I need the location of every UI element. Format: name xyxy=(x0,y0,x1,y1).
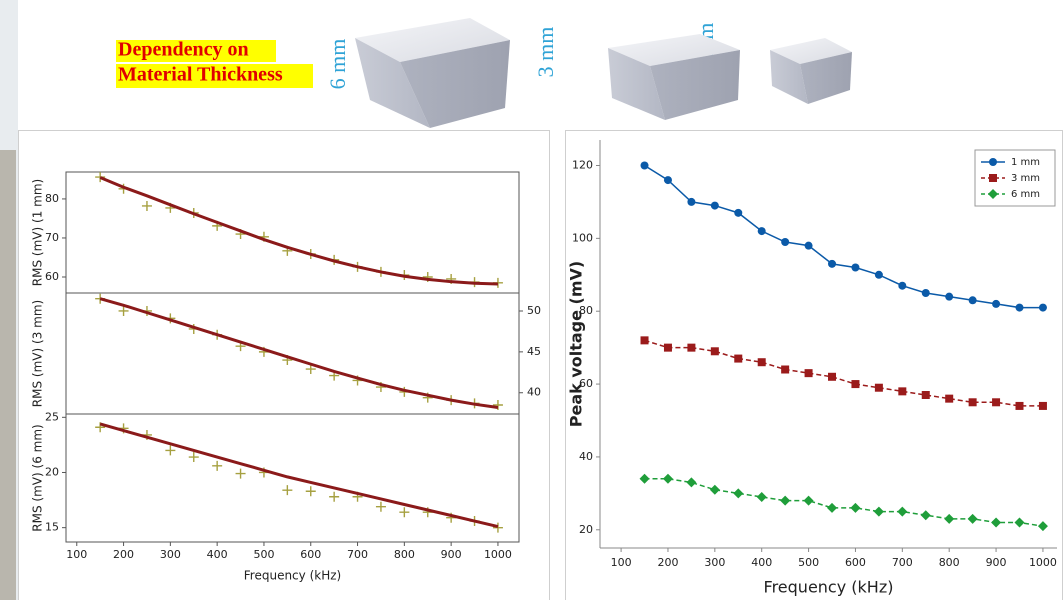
marker xyxy=(989,158,997,166)
marker xyxy=(922,391,930,399)
x-tick-label: 1000 xyxy=(1029,556,1057,569)
marker xyxy=(851,264,859,272)
marker xyxy=(922,289,930,297)
marker xyxy=(1039,402,1047,410)
marker xyxy=(851,380,859,388)
x-tick-label: 800 xyxy=(394,548,415,561)
x-tick-label: 900 xyxy=(441,548,462,561)
x-tick-label: 100 xyxy=(611,556,632,569)
x-tick-label: 700 xyxy=(892,556,913,569)
marker xyxy=(992,300,1000,308)
x-tick-label: 700 xyxy=(347,548,368,561)
marker xyxy=(898,387,906,395)
y-tick-label: 50 xyxy=(527,304,541,317)
x-tick-label: 200 xyxy=(657,556,678,569)
y-axis-label: RMS (mV) (3 mm) xyxy=(31,300,45,407)
legend-label: 6 mm xyxy=(1011,189,1040,200)
y-tick-label: 15 xyxy=(45,521,59,534)
y-tick-label: 40 xyxy=(579,450,593,463)
x-tick-label: 1000 xyxy=(484,548,512,561)
marker xyxy=(664,176,672,184)
x-tick-label: 500 xyxy=(798,556,819,569)
legend-label: 1 mm xyxy=(1011,157,1040,168)
marker xyxy=(969,398,977,406)
y-tick-label: 70 xyxy=(45,231,59,244)
y-axis-label: RMS (mV) (6 mm) xyxy=(31,424,45,531)
marker xyxy=(758,227,766,235)
x-tick-label: 300 xyxy=(160,548,181,561)
y-tick-label: 20 xyxy=(579,523,593,536)
thickness-label: 6 mm xyxy=(325,39,350,90)
y-axis-label: RMS (mV) (1 mm) xyxy=(31,179,45,286)
y-tick-label: 120 xyxy=(572,159,593,172)
x-tick-label: 100 xyxy=(66,548,87,561)
slide: Dependency on Material Thickness 6 mm 3 … xyxy=(0,0,1063,600)
y-tick-label: 25 xyxy=(45,410,59,423)
marker xyxy=(687,344,695,352)
y-tick-label: 80 xyxy=(45,192,59,205)
x-tick-label: 400 xyxy=(751,556,772,569)
x-tick-label: 800 xyxy=(939,556,960,569)
x-tick-label: 300 xyxy=(704,556,725,569)
marker xyxy=(711,347,719,355)
box-3mm xyxy=(608,34,740,120)
marker xyxy=(781,366,789,374)
marker xyxy=(1039,304,1047,312)
marker xyxy=(828,260,836,268)
marker xyxy=(711,202,719,210)
x-tick-label: 600 xyxy=(845,556,866,569)
side-photo xyxy=(0,150,16,600)
marker xyxy=(805,369,813,377)
x-tick-label: 900 xyxy=(986,556,1007,569)
marker xyxy=(1016,304,1024,312)
y-tick-label: 100 xyxy=(572,231,593,244)
marker xyxy=(805,242,813,250)
marker xyxy=(1016,402,1024,410)
box-6mm xyxy=(355,18,510,128)
marker xyxy=(641,162,649,170)
marker xyxy=(734,209,742,217)
x-tick-label: 500 xyxy=(253,548,274,561)
y-tick-label: 45 xyxy=(527,345,541,358)
marker xyxy=(758,358,766,366)
marker xyxy=(969,296,977,304)
box-1mm xyxy=(770,38,852,104)
x-tick-label: 400 xyxy=(207,548,228,561)
thickness-label: 3 mm xyxy=(533,27,558,78)
x-axis-label: Frequency (kHz) xyxy=(244,569,341,583)
marker xyxy=(664,344,672,352)
legend-label: 3 mm xyxy=(1011,173,1040,184)
y-tick-label: 60 xyxy=(45,270,59,283)
marker xyxy=(781,238,789,246)
y-tick-label: 40 xyxy=(527,386,541,399)
marker xyxy=(641,336,649,344)
marker xyxy=(989,174,997,182)
marker xyxy=(945,395,953,403)
header-title: Material Thickness xyxy=(118,64,283,86)
marker xyxy=(945,293,953,301)
x-tick-label: 200 xyxy=(113,548,134,561)
marker xyxy=(734,355,742,363)
marker xyxy=(875,271,883,279)
x-tick-label: 600 xyxy=(300,548,321,561)
x-axis-label: Frequency (kHz) xyxy=(764,578,894,597)
marker xyxy=(687,198,695,206)
header-title: Dependency on xyxy=(118,39,249,61)
marker xyxy=(992,398,1000,406)
marker xyxy=(875,384,883,392)
marker xyxy=(828,373,836,381)
y-axis-label: Peak voltage (mV) xyxy=(567,261,586,428)
marker xyxy=(898,282,906,290)
chart-frame xyxy=(19,131,550,600)
y-tick-label: 20 xyxy=(45,465,59,478)
